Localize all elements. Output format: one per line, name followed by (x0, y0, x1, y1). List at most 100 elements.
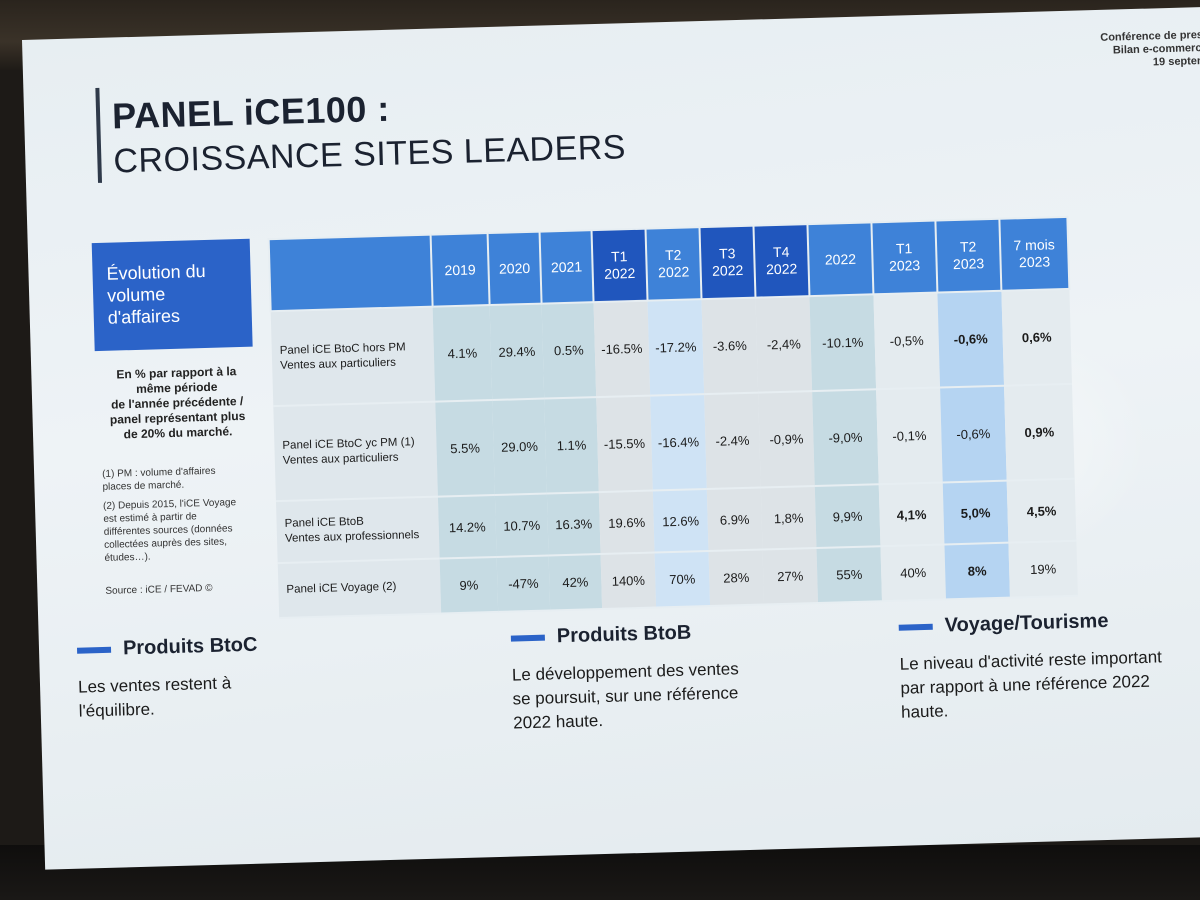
table-cell: -3.6% (701, 297, 759, 395)
column-header-line: 2022 (711, 261, 744, 279)
column-header-line: 2019 (444, 260, 476, 278)
section-header: Produits BtoB (510, 620, 738, 649)
column-header-line: 2023 (1018, 253, 1051, 271)
row-label: Panel iCE BtoB Ventes aux professionnels (275, 496, 440, 564)
column-header-line: 2021 (550, 257, 583, 275)
row-label: Panel iCE BtoC hors PM Ventes aux particu… (270, 306, 436, 407)
section-btoc: Produits BtoC Les ventes restent à l'équ… (76, 633, 260, 724)
column-header-line: T3 (718, 245, 736, 262)
table-cell: 42% (548, 554, 603, 611)
section-header: Voyage/Tourisme (898, 608, 1161, 638)
section-heading: Produits BtoC (122, 633, 258, 660)
column-header: 2020 (487, 231, 542, 306)
table-cell: 28% (708, 549, 765, 607)
column-header: 2021 (539, 230, 594, 304)
column-header: T2 2023 (935, 218, 1002, 293)
table-cell: -16.4% (650, 394, 707, 491)
section-body-line: l'équilibre. (78, 699, 156, 721)
table-cell: 27% (762, 548, 819, 605)
section-btob: Produits BtoB Le développement des vente… (510, 620, 741, 735)
title-accent-bar (95, 87, 103, 183)
growth-table: 2019 2020 2021 T1 2022 T2 2022 T3 2022 T4 20… (268, 216, 1079, 619)
column-header: T3 2022 (699, 225, 756, 300)
table-cell: 12.6% (652, 489, 709, 553)
table-cell: 9,9% (814, 484, 881, 549)
table-cell: 4,5% (1006, 478, 1077, 543)
footnote-1: (1) PM : volume d'affaires places de mar… (102, 464, 253, 494)
table-cell: 1.1% (544, 397, 599, 494)
column-header: 2022 (807, 222, 874, 297)
table-cell: 0.5% (541, 302, 597, 399)
section-bar (76, 646, 112, 654)
table-cell: -15.5% (596, 395, 653, 493)
column-header-line: 2020 (498, 259, 531, 277)
section-heading: Voyage/Tourisme (944, 609, 1109, 637)
section-body: Le niveau d'activité reste important par… (899, 645, 1163, 724)
column-header-line: T4 (772, 243, 790, 261)
table-cell: 0,9% (1004, 383, 1075, 481)
table-cell: -2.4% (704, 392, 761, 490)
table-cell: -0,9% (758, 391, 815, 488)
table-cell: 6.9% (706, 487, 763, 552)
row-label-line: Ventes aux professionnels (284, 529, 420, 545)
table-cell: 5,0% (942, 480, 1009, 545)
table-cell: -0,1% (876, 387, 943, 485)
column-header-line: 2022 (603, 264, 636, 282)
slide-subtitle: CROISSANCE SITES LEADERS (112, 128, 627, 181)
column-header-line: 7 mois (1013, 236, 1055, 254)
column-header-line: T1 (895, 240, 913, 257)
table-cell: -16.5% (593, 300, 651, 398)
table-cell: 10.7% (494, 493, 549, 557)
section-body: Les ventes restent à l'équilibre. (78, 671, 260, 724)
table-cell: 8% (944, 542, 1010, 600)
table-cell: -47% (496, 555, 551, 612)
column-header: T2 2022 (645, 227, 702, 301)
projection-screen: Conférence de presse FE Bilan e-commerce… (22, 6, 1200, 870)
source-note: Source : iCE / FEVAD © (105, 582, 213, 597)
section-body-line: 2022 haute. (512, 711, 604, 733)
column-header-line: T1 (610, 248, 628, 265)
section-body: Le développement des ventes se poursuit,… (512, 657, 741, 735)
row-label-line: Panel iCE Voyage (2) (286, 580, 397, 596)
column-header-line: 2023 (888, 257, 921, 274)
table-cell: 1,8% (760, 486, 817, 550)
column-header-line: T2 (959, 238, 977, 255)
conference-label: Conférence de presse FE Bilan e-commerce… (1062, 28, 1200, 72)
table-cell: 4.1% (432, 305, 493, 402)
table-cell: 4,1% (878, 482, 945, 547)
description-line: de 20% du marché. (123, 424, 233, 442)
table-cell: 29.0% (492, 398, 547, 495)
footnote-line: études…). (104, 551, 151, 564)
row-label: Panel iCE BtoC yc PM (1) Ventes aux parti… (273, 401, 438, 502)
table-cell: -0,6% (937, 290, 1005, 388)
table-cell: 29.4% (489, 303, 545, 401)
column-header: T1 2023 (871, 220, 938, 295)
column-header: T1 2022 (591, 228, 648, 303)
column-header: 2019 (430, 233, 490, 307)
column-header: 7 mois 2023 (999, 216, 1070, 291)
section-bar (510, 634, 545, 642)
table-cell: 19.6% (598, 490, 655, 555)
slide-title: PANEL iCE100 : (111, 87, 391, 137)
footnote-2: (2) Depuis 2015, l'iCE Voyage est estimé… (103, 496, 255, 565)
table-cell: 40% (880, 544, 946, 602)
table-cell: 5.5% (435, 400, 495, 497)
table-cell: 70% (654, 551, 711, 608)
column-header-line: T2 (664, 246, 682, 264)
table-cell: -9,0% (812, 389, 879, 487)
table-cell: 55% (816, 546, 883, 603)
section-header: Produits BtoC (76, 633, 258, 662)
table-cell: 14.2% (437, 494, 497, 559)
evolution-box: Évolution du volume d'affaires (91, 238, 253, 352)
table-cell: -10.1% (809, 294, 877, 392)
evolution-line: d'affaires (107, 305, 181, 328)
table-cell: -0,6% (940, 385, 1007, 483)
table-cell: 140% (600, 552, 657, 610)
column-header-line: 2022 (657, 263, 690, 281)
section-bar (898, 623, 933, 631)
table-cell: -2,4% (755, 296, 813, 393)
column-header: T4 2022 (753, 224, 810, 298)
table-cell: 0,6% (1001, 288, 1073, 386)
row-label: Panel iCE Voyage (2) (277, 558, 442, 619)
table-cell: 19% (1008, 540, 1078, 598)
